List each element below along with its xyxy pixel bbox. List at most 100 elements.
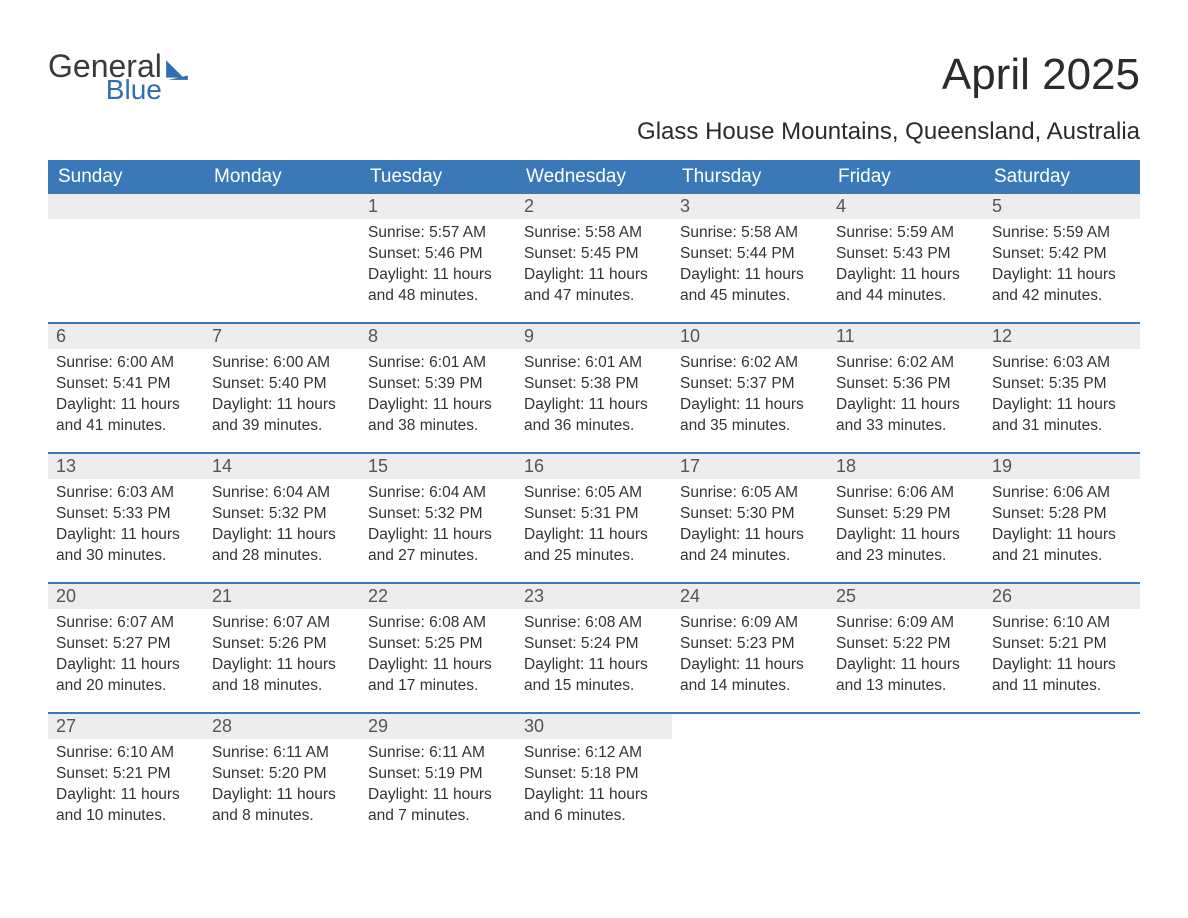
sunset-text: Sunset: 5:31 PM <box>524 504 664 525</box>
day-details: Sunrise: 6:00 AMSunset: 5:40 PMDaylight:… <box>204 349 360 441</box>
day-details <box>672 714 828 794</box>
sunrise-text: Sunrise: 6:06 AM <box>992 483 1132 504</box>
calendar-day-cell: 23 Sunrise: 6:08 AMSunset: 5:24 PMDayligh… <box>516 584 672 702</box>
weekday-header: Friday <box>828 160 984 194</box>
logo-text: General Blue <box>48 50 162 104</box>
sunset-text: Sunset: 5:46 PM <box>368 244 508 265</box>
sunrise-text: Sunrise: 6:09 AM <box>680 613 820 634</box>
calendar-day-cell <box>672 714 828 832</box>
day-details: Sunrise: 6:03 AMSunset: 5:33 PMDaylight:… <box>48 479 204 571</box>
sunset-text: Sunset: 5:42 PM <box>992 244 1132 265</box>
sunrise-text: Sunrise: 6:01 AM <box>524 353 664 374</box>
calendar-day-cell: 18Sunrise: 6:06 AMSunset: 5:29 PMDayligh… <box>828 454 984 572</box>
weekday-header: Sunday <box>48 160 204 194</box>
calendar-day-cell: 5Sunrise: 5:59 AMSunset: 5:42 PMDaylight… <box>984 194 1140 312</box>
daylight-text: Daylight: 11 hours and 36 minutes. <box>524 395 664 437</box>
daylight-text: Daylight: 11 hours and 24 minutes. <box>680 525 820 567</box>
sunset-text: Sunset: 5:45 PM <box>524 244 664 265</box>
day-details: Sunrise: 6:10 AMSunset: 5:21 PMDaylight:… <box>48 739 204 831</box>
daylight-text: Daylight: 11 hours and 10 minutes. <box>56 785 196 827</box>
day-number: 15 <box>360 454 516 479</box>
sunrise-text: Sunrise: 6:04 AM <box>368 483 508 504</box>
daylight-text: Daylight: 11 hours and 21 minutes. <box>992 525 1132 567</box>
daylight-text: Daylight: 11 hours and 38 minutes. <box>368 395 508 437</box>
sunset-text: Sunset: 5:39 PM <box>368 374 508 395</box>
sunrise-text: Sunrise: 6:11 AM <box>212 743 352 764</box>
sunrise-text: Sunrise: 6:01 AM <box>368 353 508 374</box>
sunset-text: Sunset: 5:38 PM <box>524 374 664 395</box>
daylight-text: Daylight: 11 hours and 39 minutes. <box>212 395 352 437</box>
sunrise-text: Sunrise: 5:57 AM <box>368 223 508 244</box>
weekday-header: Thursday <box>672 160 828 194</box>
day-details: Sunrise: 6:06 AMSunset: 5:28 PMDaylight:… <box>984 479 1140 571</box>
daylight-text: Daylight: 11 hours and 45 minutes. <box>680 265 820 307</box>
day-details: Sunrise: 6:10 AMSunset: 5:21 PMDaylight:… <box>984 609 1140 701</box>
calendar-day-cell: 2Sunrise: 5:58 AMSunset: 5:45 PMDaylight… <box>516 194 672 312</box>
calendar-day-cell: 30Sunrise: 6:12 AMSunset: 5:18 PMDayligh… <box>516 714 672 832</box>
sunset-text: Sunset: 5:20 PM <box>212 764 352 785</box>
daylight-text: Daylight: 11 hours and 17 minutes. <box>368 655 508 697</box>
calendar-day-cell: 26Sunrise: 6:10 AMSunset: 5:21 PMDayligh… <box>984 584 1140 702</box>
daylight-text: Daylight: 11 hours and 14 minutes. <box>680 655 820 697</box>
day-details: Sunrise: 6:09 AMSunset: 5:23 PMDaylight:… <box>672 609 828 701</box>
sunrise-text: Sunrise: 6:05 AM <box>524 483 664 504</box>
calendar-day-cell <box>204 194 360 312</box>
weekday-header: Saturday <box>984 160 1140 194</box>
day-details: Sunrise: 5:57 AMSunset: 5:46 PMDaylight:… <box>360 219 516 311</box>
daylight-text: Daylight: 11 hours and 15 minutes. <box>524 655 664 697</box>
day-details: Sunrise: 6:04 AMSunset: 5:32 PMDaylight:… <box>204 479 360 571</box>
daylight-text: Daylight: 11 hours and 27 minutes. <box>368 525 508 567</box>
weeks-container: 1Sunrise: 5:57 AMSunset: 5:46 PMDaylight… <box>48 194 1140 832</box>
day-details: Sunrise: 6:12 AMSunset: 5:18 PMDaylight:… <box>516 739 672 831</box>
calendar: Sunday Monday Tuesday Wednesday Thursday… <box>48 160 1140 832</box>
day-number <box>204 194 360 219</box>
day-details: Sunrise: 6:07 AMSunset: 5:26 PMDaylight:… <box>204 609 360 701</box>
sunset-text: Sunset: 5:28 PM <box>992 504 1132 525</box>
sunset-text: Sunset: 5:36 PM <box>836 374 976 395</box>
daylight-text: Daylight: 11 hours and 18 minutes. <box>212 655 352 697</box>
calendar-day-cell: 9Sunrise: 6:01 AMSunset: 5:38 PMDaylight… <box>516 324 672 442</box>
sunrise-text: Sunrise: 6:11 AM <box>368 743 508 764</box>
calendar-day-cell: 21Sunrise: 6:07 AMSunset: 5:26 PMDayligh… <box>204 584 360 702</box>
sunset-text: Sunset: 5:32 PM <box>212 504 352 525</box>
month-title: April 2025 <box>637 50 1140 100</box>
daylight-text: Daylight: 11 hours and 11 minutes. <box>992 655 1132 697</box>
sunrise-text: Sunrise: 5:59 AM <box>836 223 976 244</box>
day-number: 23 <box>516 584 672 609</box>
sunrise-text: Sunrise: 6:07 AM <box>56 613 196 634</box>
sunrise-text: Sunrise: 6:08 AM <box>524 613 664 634</box>
day-details <box>984 714 1140 794</box>
sunset-text: Sunset: 5:32 PM <box>368 504 508 525</box>
calendar-day-cell: 1Sunrise: 5:57 AMSunset: 5:46 PMDaylight… <box>360 194 516 312</box>
sunset-text: Sunset: 5:26 PM <box>212 634 352 655</box>
sunset-text: Sunset: 5:40 PM <box>212 374 352 395</box>
calendar-day-cell: 17Sunrise: 6:05 AMSunset: 5:30 PMDayligh… <box>672 454 828 572</box>
calendar-day-cell <box>984 714 1140 832</box>
calendar-week: 13Sunrise: 6:03 AMSunset: 5:33 PMDayligh… <box>48 452 1140 572</box>
day-number: 9 <box>516 324 672 349</box>
day-number: 11 <box>828 324 984 349</box>
day-number: 17 <box>672 454 828 479</box>
day-details: Sunrise: 6:00 AMSunset: 5:41 PMDaylight:… <box>48 349 204 441</box>
sunset-text: Sunset: 5:24 PM <box>524 634 664 655</box>
calendar-day-cell: 10Sunrise: 6:02 AMSunset: 5:37 PMDayligh… <box>672 324 828 442</box>
sunset-text: Sunset: 5:18 PM <box>524 764 664 785</box>
day-number: 18 <box>828 454 984 479</box>
calendar-day-cell: 25Sunrise: 6:09 AMSunset: 5:22 PMDayligh… <box>828 584 984 702</box>
day-details: Sunrise: 5:58 AMSunset: 5:45 PMDaylight:… <box>516 219 672 311</box>
calendar-day-cell: 22Sunrise: 6:08 AMSunset: 5:25 PMDayligh… <box>360 584 516 702</box>
day-details: Sunrise: 6:01 AMSunset: 5:38 PMDaylight:… <box>516 349 672 441</box>
brand-logo: General Blue <box>48 50 190 104</box>
calendar-day-cell: 3Sunrise: 5:58 AMSunset: 5:44 PMDaylight… <box>672 194 828 312</box>
day-details: Sunrise: 6:07 AMSunset: 5:27 PMDaylight:… <box>48 609 204 701</box>
day-number: 7 <box>204 324 360 349</box>
day-number: 24 <box>672 584 828 609</box>
sunrise-text: Sunrise: 6:03 AM <box>56 483 196 504</box>
day-details <box>204 219 360 299</box>
day-number <box>48 194 204 219</box>
day-number: 12 <box>984 324 1140 349</box>
calendar-day-cell: 19Sunrise: 6:06 AMSunset: 5:28 PMDayligh… <box>984 454 1140 572</box>
calendar-day-cell: 4Sunrise: 5:59 AMSunset: 5:43 PMDaylight… <box>828 194 984 312</box>
sunrise-text: Sunrise: 6:10 AM <box>56 743 196 764</box>
sunset-text: Sunset: 5:37 PM <box>680 374 820 395</box>
